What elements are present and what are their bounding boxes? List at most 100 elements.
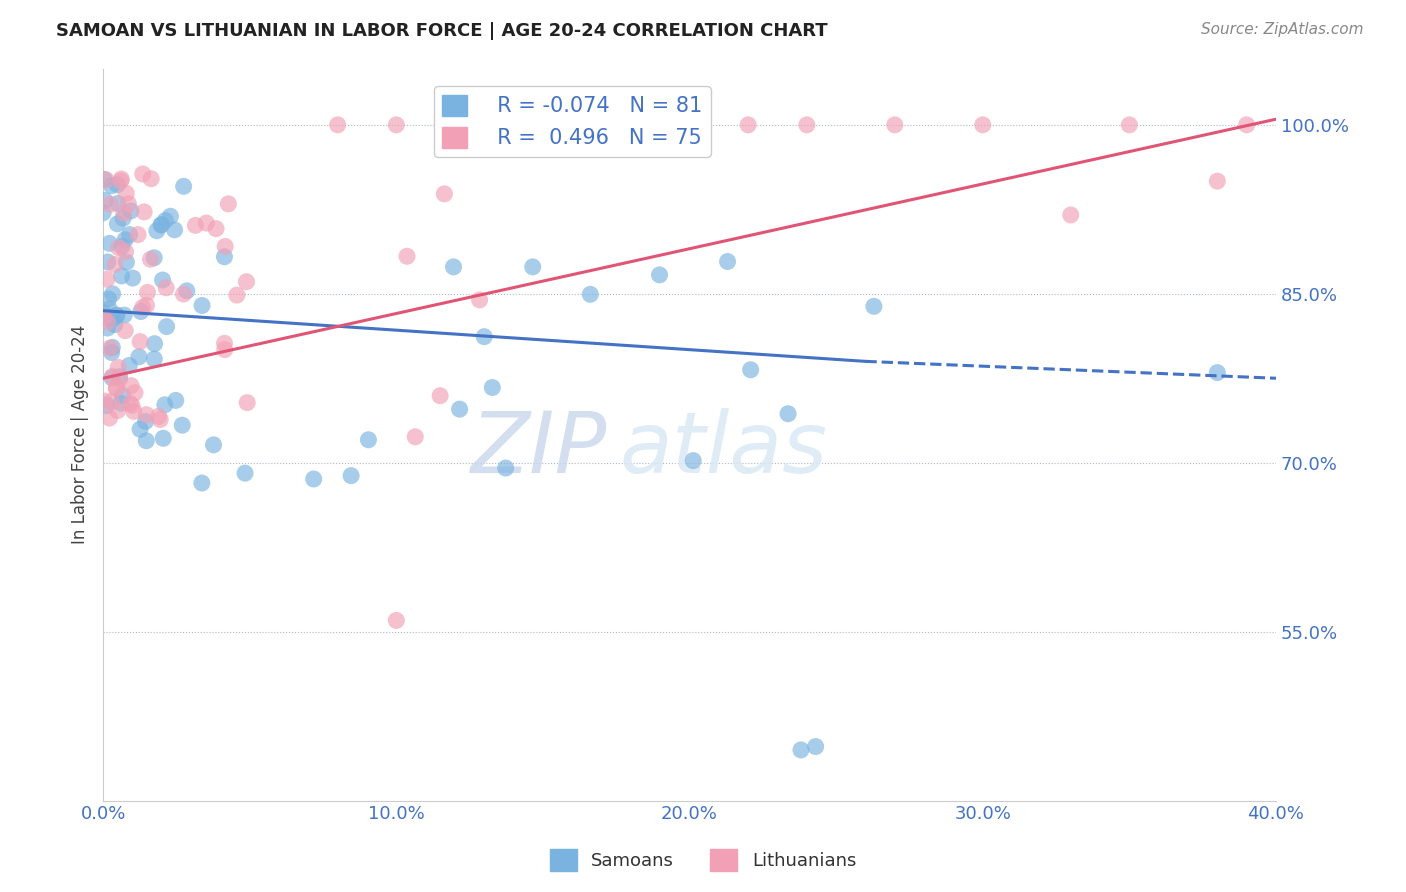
- Point: [127, 227, 149, 242]
- Point: [114, 244, 136, 259]
- Point: [235, 275, 257, 289]
- Point: [155, 281, 177, 295]
- Point: [796, 118, 818, 132]
- Point: [444, 118, 467, 132]
- Legend: Samoans, Lithuanians: Samoans, Lithuanians: [543, 842, 863, 879]
- Point: [124, 385, 146, 400]
- Point: [129, 304, 152, 318]
- Point: [118, 227, 141, 242]
- Point: [1206, 174, 1229, 188]
- Point: [1206, 366, 1229, 380]
- Point: [449, 402, 471, 417]
- Point: [97, 255, 120, 269]
- Point: [101, 286, 124, 301]
- Point: [1236, 118, 1258, 132]
- Point: [104, 318, 127, 332]
- Point: [121, 398, 143, 412]
- Point: [165, 393, 187, 408]
- Point: [148, 409, 170, 424]
- Point: [172, 418, 194, 433]
- Point: [105, 381, 128, 395]
- Point: [129, 422, 152, 436]
- Point: [1118, 118, 1140, 132]
- Point: [863, 299, 886, 313]
- Point: [118, 359, 141, 373]
- Point: [778, 407, 800, 421]
- Point: [136, 285, 159, 300]
- Point: [682, 453, 704, 467]
- Point: [561, 118, 583, 132]
- Point: [108, 372, 131, 386]
- Point: [101, 340, 124, 354]
- Point: [481, 380, 503, 394]
- Point: [302, 472, 325, 486]
- Point: [150, 218, 173, 232]
- Point: [579, 287, 602, 301]
- Point: [105, 382, 128, 396]
- Point: [135, 434, 157, 448]
- Point: [120, 378, 142, 392]
- Point: [141, 171, 163, 186]
- Point: [129, 334, 152, 349]
- Point: [146, 224, 169, 238]
- Point: [98, 341, 121, 355]
- Point: [620, 118, 643, 132]
- Point: [429, 389, 451, 403]
- Text: Source: ZipAtlas.com: Source: ZipAtlas.com: [1201, 22, 1364, 37]
- Point: [112, 206, 135, 220]
- Point: [110, 396, 132, 410]
- Point: [96, 321, 118, 335]
- Point: [740, 363, 762, 377]
- Point: [134, 415, 156, 429]
- Point: [159, 209, 181, 223]
- Point: [214, 250, 236, 264]
- Point: [110, 268, 132, 283]
- Point: [152, 431, 174, 445]
- Point: [105, 309, 128, 323]
- Point: [131, 301, 153, 315]
- Point: [96, 272, 118, 286]
- Point: [114, 324, 136, 338]
- Point: [128, 350, 150, 364]
- Point: [105, 217, 128, 231]
- Point: [98, 411, 121, 425]
- Point: [107, 178, 129, 192]
- Point: [143, 336, 166, 351]
- Point: [648, 268, 671, 282]
- Point: [176, 284, 198, 298]
- Point: [472, 329, 495, 343]
- Point: [122, 404, 145, 418]
- Point: [100, 178, 122, 193]
- Point: [155, 213, 177, 227]
- Point: [101, 369, 124, 384]
- Point: [195, 216, 218, 230]
- Point: [883, 118, 905, 132]
- Point: [225, 288, 247, 302]
- Point: [108, 369, 131, 384]
- Point: [678, 118, 700, 132]
- Point: [96, 399, 118, 413]
- Point: [217, 197, 239, 211]
- Point: [143, 251, 166, 265]
- Point: [163, 223, 186, 237]
- Point: [134, 205, 156, 219]
- Point: [1060, 208, 1083, 222]
- Point: [114, 233, 136, 247]
- Point: [107, 403, 129, 417]
- Point: [236, 395, 259, 409]
- Point: [107, 196, 129, 211]
- Point: [790, 743, 813, 757]
- Point: [135, 298, 157, 312]
- Point: [107, 360, 129, 375]
- Point: [150, 218, 173, 232]
- Point: [495, 461, 517, 475]
- Point: [135, 408, 157, 422]
- Point: [214, 239, 236, 253]
- Point: [91, 205, 114, 219]
- Point: [191, 476, 214, 491]
- Point: [804, 739, 827, 754]
- Point: [98, 301, 121, 316]
- Point: [152, 273, 174, 287]
- Point: [98, 236, 121, 251]
- Point: [214, 343, 236, 357]
